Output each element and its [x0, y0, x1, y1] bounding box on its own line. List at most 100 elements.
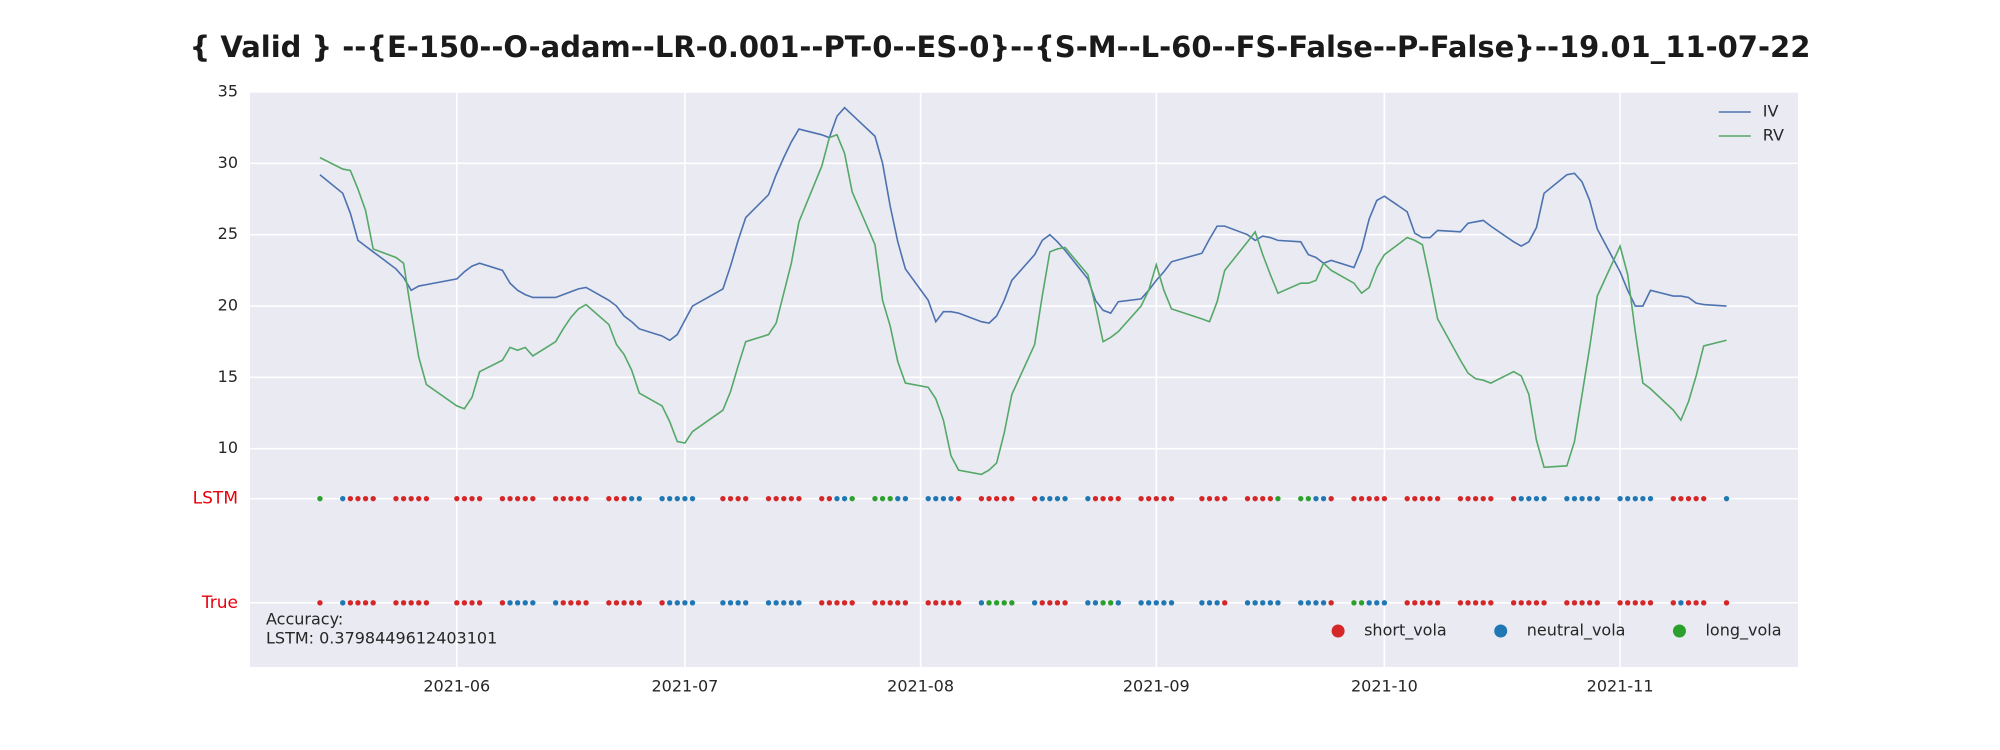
class-dot — [499, 600, 506, 606]
class-dot — [1161, 495, 1167, 502]
class-dot — [1214, 495, 1220, 502]
class-dot — [454, 495, 460, 502]
series-line — [319, 133, 1727, 476]
class-dot — [1685, 600, 1692, 606]
y-tick-label: 15 — [218, 367, 238, 386]
class-dot — [1320, 495, 1327, 502]
class-dot — [788, 600, 795, 606]
class-dot — [1009, 495, 1015, 502]
class-dot — [659, 600, 665, 606]
class-dot — [530, 600, 536, 606]
class-dot — [393, 600, 399, 606]
class-dot — [560, 600, 566, 606]
class-dot — [1047, 600, 1053, 606]
class-dot — [1412, 600, 1418, 606]
chart-title: { Valid } --{E-150--O-adam--LR-0.001--PT… — [190, 30, 1811, 64]
class-dot — [720, 600, 726, 606]
class-dot — [1001, 600, 1007, 606]
class-dot — [879, 600, 886, 606]
class-dot — [902, 600, 909, 606]
class-dot — [955, 600, 962, 606]
class-dot — [1488, 495, 1494, 502]
class-dot — [1222, 495, 1228, 502]
class-dot — [765, 495, 772, 502]
class-dot — [1647, 495, 1654, 502]
class-dot — [1541, 495, 1547, 502]
class-dot — [1138, 495, 1144, 502]
class-dot — [514, 600, 521, 606]
class-dot — [606, 495, 612, 502]
class-dot — [659, 495, 665, 502]
class-dot — [743, 600, 749, 606]
class-dot — [735, 495, 741, 502]
class-dot — [1374, 600, 1380, 606]
legend-marker — [1672, 624, 1686, 638]
class-dot — [552, 600, 559, 606]
class-dot — [1472, 495, 1479, 502]
class-dot — [1670, 600, 1677, 606]
x-tick-label: 2021-09 — [1123, 677, 1190, 696]
class-dot — [1214, 600, 1220, 606]
class-dot — [1480, 495, 1486, 502]
class-dot — [796, 600, 802, 606]
class-dot — [1145, 495, 1152, 502]
class-dot — [416, 495, 422, 502]
class-dot — [1419, 495, 1426, 502]
class-dot — [948, 495, 954, 502]
class-dot — [1701, 600, 1707, 606]
class-dot — [1457, 495, 1464, 502]
class-dot — [1480, 600, 1486, 606]
class-dot — [1488, 600, 1494, 606]
class-dot — [674, 600, 680, 606]
class-dot — [393, 495, 399, 502]
class-dot — [1366, 495, 1372, 502]
class-dot — [727, 600, 734, 606]
class-dot — [666, 600, 673, 606]
class-dot — [834, 600, 840, 606]
class-dot — [781, 600, 787, 606]
class-dot — [1457, 600, 1464, 606]
class-dot — [1678, 600, 1684, 606]
class-dot — [689, 495, 696, 502]
class-dot — [1267, 600, 1274, 606]
class-dot — [552, 495, 559, 502]
y-tick-label: 20 — [218, 296, 238, 315]
class-dot — [568, 495, 574, 502]
row-label: LSTM — [193, 489, 238, 509]
class-dot — [1640, 495, 1646, 502]
class-dot — [1107, 495, 1114, 502]
class-dot — [1275, 495, 1281, 502]
class-dot — [1571, 600, 1578, 606]
class-dot — [895, 600, 901, 606]
class-dot — [461, 495, 468, 502]
class-dot — [1009, 600, 1015, 606]
class-dot — [1199, 495, 1205, 502]
class-dot — [872, 600, 878, 606]
class-dot — [1617, 600, 1623, 606]
class-dot — [1434, 600, 1441, 606]
class-dot — [1267, 495, 1274, 502]
class-dot — [689, 600, 696, 606]
class-dot — [1168, 495, 1175, 502]
class-dot — [674, 495, 680, 502]
x-tick-label: 2021-11 — [1587, 677, 1654, 696]
class-dot — [476, 600, 483, 606]
class-dot — [682, 600, 688, 606]
class-dot — [1275, 600, 1281, 606]
class-dot — [1723, 495, 1730, 502]
class-dot — [1222, 600, 1228, 606]
class-dot — [1427, 600, 1433, 606]
class-dot — [933, 600, 939, 606]
class-dot — [1701, 495, 1707, 502]
class-dot — [1260, 600, 1266, 606]
class-dot — [666, 495, 673, 502]
legend-marker — [1494, 624, 1508, 638]
class-dot — [408, 495, 414, 502]
y-tick-label: 10 — [218, 438, 238, 457]
class-dot — [1206, 600, 1213, 606]
class-dot — [1647, 600, 1654, 606]
x-tick-label: 2021-07 — [651, 677, 718, 696]
class-dot — [1533, 495, 1540, 502]
class-dot — [454, 600, 460, 606]
row-label: True — [201, 593, 238, 613]
